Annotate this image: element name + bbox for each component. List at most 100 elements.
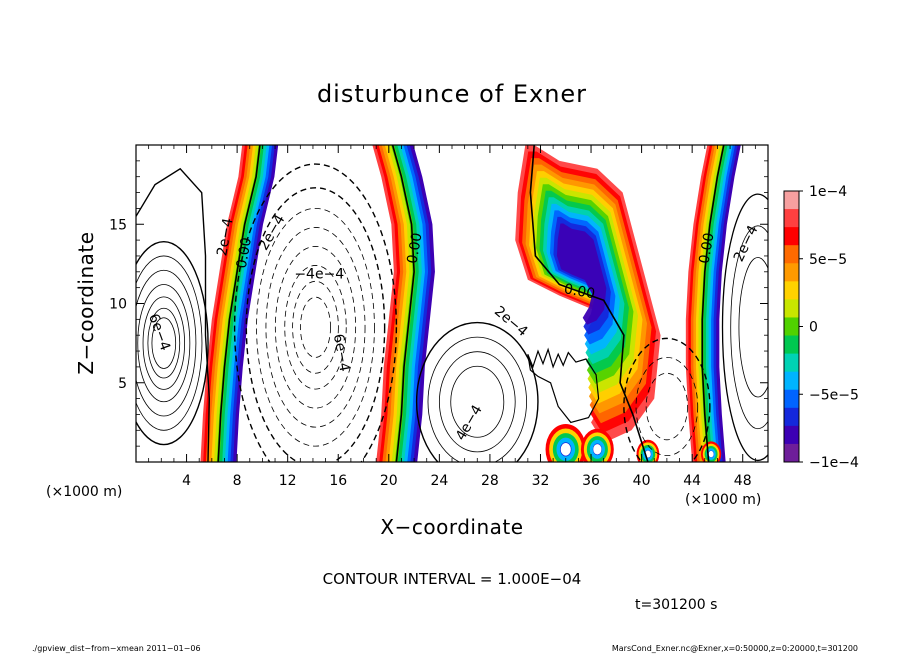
contour-label: 0.00 — [696, 231, 717, 264]
color-band — [706, 145, 731, 462]
colorbar-swatch — [784, 443, 799, 463]
contour-line — [527, 347, 600, 424]
x-tick-label: 48 — [734, 473, 752, 489]
y-tick-label: 10 — [109, 297, 127, 313]
contour-line — [265, 227, 366, 428]
contour-line — [427, 336, 527, 462]
contour-line — [415, 321, 539, 462]
x-tick-label: 20 — [380, 473, 398, 489]
color-band — [378, 145, 404, 462]
contour-line — [529, 145, 649, 462]
contour-line — [701, 145, 725, 462]
contour-line — [635, 356, 699, 457]
colorbar-swatch — [784, 281, 799, 300]
colorbar-label: −1e−4 — [809, 455, 859, 471]
color-band — [406, 145, 432, 462]
color-band — [695, 145, 721, 462]
colorbar-swatch — [784, 227, 799, 246]
contour-line — [137, 284, 191, 403]
color-band — [400, 145, 426, 462]
color-band — [233, 145, 279, 462]
contour-line — [292, 280, 339, 374]
contour-line — [136, 167, 211, 462]
color-band — [593, 444, 602, 455]
y-tick-label: 15 — [109, 217, 127, 233]
contour-line — [284, 265, 347, 390]
contour-label: 0.00 — [234, 236, 255, 269]
color-band — [708, 145, 734, 462]
contour-line — [450, 365, 505, 438]
colorbar-swatch — [784, 353, 799, 373]
color-band — [701, 145, 726, 462]
contour-label: 0.00 — [404, 231, 425, 264]
contour-line — [256, 207, 375, 447]
chart-title: disturbunce of Exner — [317, 80, 587, 108]
contour-line — [623, 337, 711, 462]
color-band — [708, 450, 714, 458]
color-band — [409, 145, 435, 462]
contour-label: 6e−4 — [145, 312, 173, 353]
contour-label: 2e−4 — [731, 223, 762, 264]
footer-right: MarsCond_Exner.nc@Exner,x=0:50000,z=0:20… — [612, 644, 858, 653]
x-axis: 4 8 12 16 20 24 28 32 36 40 44 48 — [148, 145, 756, 489]
colorbar-swatch — [784, 245, 799, 264]
colorbar-swatch — [784, 389, 799, 409]
x-unit-right: (×1000 m) — [685, 492, 761, 508]
colorbar-swatch — [784, 425, 799, 445]
y-tick-label: 5 — [118, 376, 127, 392]
contour-label: 6e−4 — [330, 333, 352, 373]
color-band — [711, 145, 736, 462]
contour-line — [438, 351, 516, 453]
color-band — [685, 145, 711, 462]
x-tick-label: 24 — [430, 473, 448, 489]
colorbar-swatch — [784, 191, 799, 210]
contour-line — [645, 372, 689, 441]
contour-interval: CONTOUR INTERVAL = 1.000E−04 — [323, 570, 582, 588]
contour-line — [245, 187, 386, 462]
color-band — [372, 145, 398, 462]
x-tick-label: 36 — [582, 473, 600, 489]
contour-label: 2e−4 — [214, 217, 236, 257]
colorbar-swatch — [784, 299, 799, 318]
contour-line — [300, 296, 331, 358]
contour-line — [151, 317, 177, 369]
footer-left: ./gpview_dist−from−xmean 2011−01−06 — [32, 644, 201, 653]
color-band — [560, 442, 571, 456]
x-tick-label: 8 — [233, 473, 242, 489]
contour-line — [217, 145, 261, 462]
colorbar-label: 0 — [809, 320, 818, 336]
contour-line — [136, 269, 197, 417]
contour-line — [136, 255, 203, 431]
y-axis-label: Z−coordinate — [74, 231, 98, 374]
x-tick-label: 28 — [481, 473, 499, 489]
contour-label: 0.00 — [563, 281, 596, 302]
colorbar-swatch — [784, 317, 799, 337]
contour-line — [391, 145, 415, 462]
colorbar-swatch — [784, 263, 799, 282]
color-band — [688, 145, 714, 462]
colorbar-swatch — [784, 371, 799, 391]
contour-line — [721, 193, 768, 462]
x-tick-label: 44 — [683, 473, 701, 489]
colorbar-label: 5e−5 — [809, 252, 847, 268]
contour-line — [142, 296, 185, 390]
y-axis: 5 10 15 — [109, 160, 768, 447]
contour-label: −4e−4 — [294, 266, 344, 282]
colorbar-label: −5e−5 — [809, 387, 859, 403]
colorbar: 1e−4 5e−5 0 −5e−5 −1e−4 — [783, 184, 859, 471]
x-axis-label: X−coordinate — [380, 515, 523, 539]
x-tick-label: 40 — [633, 473, 651, 489]
colorbar-swatch — [784, 407, 799, 427]
colorbar-label: 1e−4 — [809, 184, 847, 200]
contour-line — [730, 225, 768, 430]
x-tick-label: 4 — [182, 473, 191, 489]
contour-line — [274, 246, 357, 409]
color-band — [387, 145, 414, 462]
color-band — [394, 145, 420, 462]
colorbar-swatch — [784, 209, 799, 228]
x-tick-label: 12 — [279, 473, 297, 489]
contour-line — [738, 257, 768, 398]
x-unit-left: (×1000 m) — [46, 484, 122, 500]
